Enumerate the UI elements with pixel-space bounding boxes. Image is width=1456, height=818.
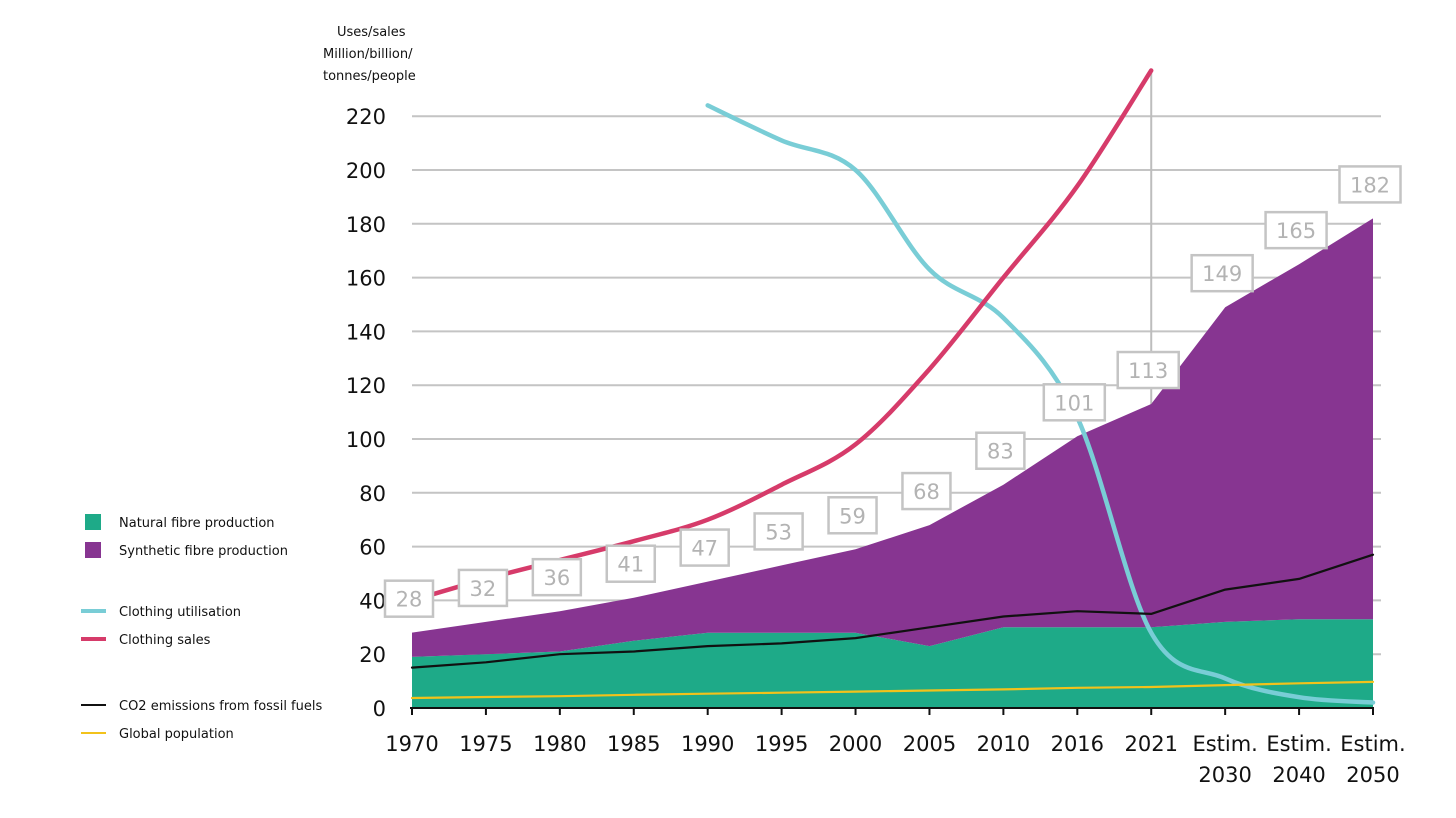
y-tick-label: 0 <box>373 697 386 721</box>
stacked-areas <box>412 218 1373 708</box>
x-tick-label: 2000 <box>829 732 882 756</box>
y-tick-label: 20 <box>359 643 386 667</box>
total-callout: 182 <box>1338 165 1402 204</box>
x-tick-label: 2005 <box>903 732 956 756</box>
line-clothing-utilisation <box>705 103 1376 705</box>
total-callout-label: 182 <box>1350 173 1390 197</box>
legend-label: Clothing sales <box>119 633 211 648</box>
total-callout: 28 <box>383 579 435 618</box>
legend-item-clothing-sales: Clothing sales <box>81 633 211 648</box>
total-callout: 41 <box>605 544 657 583</box>
x-tick-label: Estim. 2030 <box>1192 732 1257 787</box>
legend-swatch <box>85 514 101 530</box>
y-tick-label: 180 <box>346 213 386 237</box>
x-tick-label: Estim. 2040 <box>1266 732 1331 787</box>
total-callout: 113 <box>1116 350 1180 390</box>
total-callout: 83 <box>975 431 1026 470</box>
legend-label: Global population <box>119 727 234 742</box>
legend-label: CO2 emissions from fossil fuels <box>119 699 322 714</box>
legend-label: Clothing utilisation <box>119 605 241 620</box>
x-tick-label: 2010 <box>977 732 1030 756</box>
legend-item-natural-fibre-production: Natural fibre production <box>85 514 275 531</box>
legend-item-global-population: Global population <box>81 727 234 742</box>
y-tick-label: 60 <box>359 536 386 560</box>
x-tick-label: 1995 <box>755 732 808 756</box>
legend-swatch <box>85 542 101 558</box>
legend: Natural fibre production Synthetic fibre … <box>81 514 322 742</box>
total-callout-label: 83 <box>987 440 1014 464</box>
total-callout: 68 <box>901 471 952 511</box>
total-callout: 32 <box>457 568 509 608</box>
total-callout-label: 41 <box>617 553 644 577</box>
y-tick-label: 100 <box>346 428 386 452</box>
x-tick-label: 1970 <box>385 732 438 756</box>
total-callout: 47 <box>679 528 730 567</box>
y-unit-labels: Uses/sales Million/billion/tonnes/people <box>323 25 416 84</box>
total-callout-label: 28 <box>396 588 423 612</box>
x-tick-label: 1985 <box>607 732 660 756</box>
y-tick-label: 140 <box>346 320 386 344</box>
legend-label: Synthetic fibre production <box>119 544 288 559</box>
y-tick-label: 40 <box>359 589 386 613</box>
x-tick-labels: 1970 1975 1980 1985 1990 1995 2000 2005 2010 2016… <box>385 732 1405 787</box>
line-global-population <box>410 680 1375 700</box>
total-callout: 36 <box>531 557 583 597</box>
y-tick-label: 160 <box>346 267 386 291</box>
total-callout: 53 <box>753 512 804 551</box>
total-callout: 165 <box>1264 210 1328 250</box>
total-callout-label: 113 <box>1128 359 1168 383</box>
axes <box>410 707 1374 715</box>
total-callout-label: 149 <box>1202 262 1242 286</box>
y-tick-labels: 0 20 40 60 80 100 120 140 160 180 200 220 <box>346 105 386 721</box>
total-callout: 149 <box>1190 253 1254 293</box>
total-callout-label: 68 <box>913 480 940 504</box>
y-unit-label-0: Uses/sales <box>337 25 406 40</box>
x-tick-label: 1980 <box>533 732 586 756</box>
legend-item-synthetic-fibre-production: Synthetic fibre production <box>85 542 288 559</box>
total-callout: 59 <box>827 496 878 535</box>
total-callout-label: 36 <box>543 566 570 590</box>
y-unit-label-1: Million/billion/ <box>323 47 413 62</box>
x-tick-label: Estim. 2050 <box>1340 732 1405 787</box>
total-callout-label: 32 <box>470 577 497 601</box>
x-tick-label: 2016 <box>1051 732 1104 756</box>
y-tick-label: 220 <box>346 105 386 129</box>
y-tick-label: 200 <box>346 159 386 183</box>
legend-item-clothing-utilisation: Clothing utilisation <box>81 605 241 620</box>
total-callout-label: 47 <box>691 537 718 561</box>
y-tick-label: 120 <box>346 374 386 398</box>
total-callout-label: 165 <box>1276 219 1316 243</box>
x-tick-label: 1975 <box>459 732 512 756</box>
x-tick-label: 1990 <box>681 732 734 756</box>
legend-label: Natural fibre production <box>119 516 275 531</box>
total-callout: 101 <box>1042 383 1107 422</box>
y-tick-label: 80 <box>359 482 386 506</box>
total-callout-label: 59 <box>839 504 866 528</box>
line-co2-emissions-from-fossil-fuels <box>410 553 1375 669</box>
area-natural-fibre-production <box>412 619 1373 708</box>
area-synthetic-fibre-production <box>412 218 1373 657</box>
y-unit-label-2: tonnes/people <box>323 69 416 84</box>
total-callout-label: 101 <box>1054 391 1094 415</box>
x-tick-label: 2021 <box>1125 732 1178 756</box>
total-callouts: 28 32 36 41 47 53 59 68 83 101 113 149 165 182 <box>383 165 1402 618</box>
total-callout-label: 53 <box>765 520 792 544</box>
legend-item-co2-emissions-from-fossil-fuels: CO2 emissions from fossil fuels <box>81 699 322 714</box>
